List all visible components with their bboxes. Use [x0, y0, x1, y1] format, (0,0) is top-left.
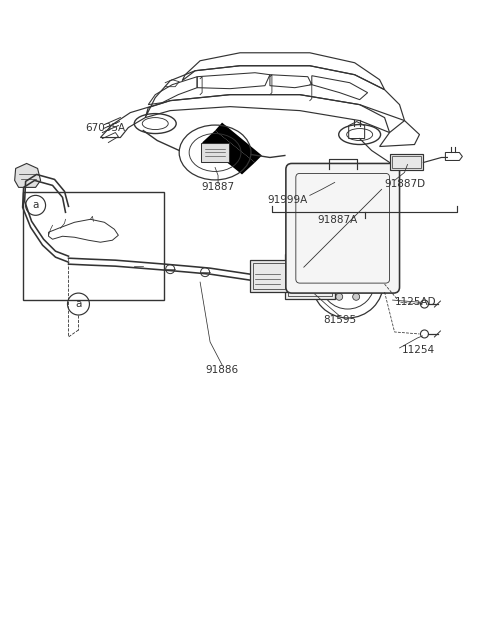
Text: a: a: [75, 299, 82, 309]
Bar: [250, 260, 288, 292]
Text: 11254: 11254: [402, 345, 435, 355]
Circle shape: [353, 264, 360, 271]
Bar: [23, 193, 164, 300]
Text: 1125AD: 1125AD: [395, 297, 436, 307]
Text: 91887D: 91887D: [384, 179, 426, 189]
Circle shape: [336, 264, 343, 271]
Bar: [392, 157, 421, 168]
Bar: [253, 263, 285, 289]
Bar: [288, 266, 306, 288]
Text: 67035A: 67035A: [85, 123, 125, 132]
Bar: [285, 254, 335, 299]
Circle shape: [327, 279, 334, 286]
Text: 91999A: 91999A: [268, 195, 308, 205]
Polygon shape: [15, 164, 41, 187]
Text: 81595: 81595: [323, 315, 356, 325]
Text: 91887A: 91887A: [318, 215, 358, 225]
Text: 91886: 91886: [205, 365, 239, 375]
FancyBboxPatch shape: [286, 164, 399, 293]
Bar: [288, 257, 332, 296]
Polygon shape: [202, 130, 255, 175]
Text: 91887: 91887: [202, 182, 235, 193]
Polygon shape: [215, 123, 262, 162]
Text: a: a: [33, 200, 39, 211]
Circle shape: [342, 276, 354, 288]
Bar: [390, 155, 423, 170]
Circle shape: [361, 279, 368, 286]
Circle shape: [353, 293, 360, 300]
Bar: [201, 143, 229, 162]
Circle shape: [336, 293, 343, 300]
